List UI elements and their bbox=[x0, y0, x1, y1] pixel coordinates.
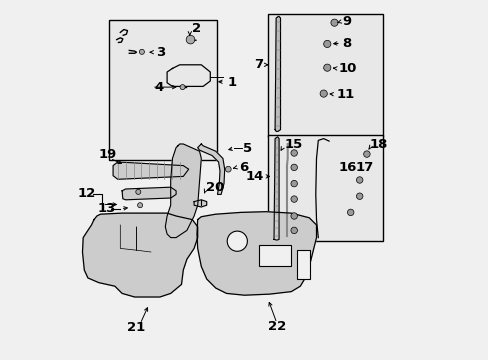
Text: 1: 1 bbox=[227, 76, 236, 89]
Circle shape bbox=[137, 203, 142, 208]
Circle shape bbox=[290, 213, 297, 219]
Polygon shape bbox=[197, 144, 224, 194]
Text: 22: 22 bbox=[267, 320, 285, 333]
Text: 11: 11 bbox=[336, 88, 354, 101]
Circle shape bbox=[363, 151, 369, 157]
Text: 16: 16 bbox=[337, 161, 356, 174]
Circle shape bbox=[290, 150, 297, 156]
Text: 21: 21 bbox=[127, 321, 145, 334]
Circle shape bbox=[139, 49, 144, 54]
Text: 10: 10 bbox=[337, 62, 356, 75]
Text: 12: 12 bbox=[77, 187, 95, 200]
Circle shape bbox=[323, 64, 330, 71]
Bar bbox=[267, 14, 382, 137]
Text: 14: 14 bbox=[245, 170, 264, 183]
Polygon shape bbox=[197, 212, 316, 295]
Circle shape bbox=[186, 35, 194, 44]
Circle shape bbox=[290, 164, 297, 171]
Polygon shape bbox=[273, 137, 279, 240]
Bar bbox=[258, 245, 291, 266]
Circle shape bbox=[136, 189, 141, 194]
Circle shape bbox=[356, 193, 362, 199]
Text: 18: 18 bbox=[369, 138, 387, 150]
Text: 2: 2 bbox=[192, 22, 201, 35]
Circle shape bbox=[323, 40, 330, 48]
Circle shape bbox=[330, 19, 337, 26]
Circle shape bbox=[225, 166, 231, 172]
Circle shape bbox=[227, 231, 247, 251]
Text: 13: 13 bbox=[98, 202, 116, 215]
Text: 7: 7 bbox=[254, 58, 263, 71]
Polygon shape bbox=[165, 144, 201, 238]
Polygon shape bbox=[113, 162, 188, 179]
Circle shape bbox=[356, 177, 362, 183]
Polygon shape bbox=[275, 16, 280, 131]
Circle shape bbox=[290, 196, 297, 202]
Text: 20: 20 bbox=[206, 181, 224, 194]
Polygon shape bbox=[122, 187, 176, 200]
Circle shape bbox=[180, 85, 185, 90]
Bar bbox=[267, 135, 382, 241]
Polygon shape bbox=[194, 200, 206, 207]
Circle shape bbox=[290, 180, 297, 187]
Text: 6: 6 bbox=[238, 161, 247, 174]
Text: 3: 3 bbox=[156, 46, 165, 59]
Circle shape bbox=[320, 90, 326, 97]
Circle shape bbox=[347, 209, 353, 216]
Text: 8: 8 bbox=[342, 37, 351, 50]
Polygon shape bbox=[82, 213, 197, 297]
Bar bbox=[109, 20, 217, 160]
Circle shape bbox=[290, 227, 297, 234]
Text: 19: 19 bbox=[99, 148, 117, 161]
Text: 15: 15 bbox=[284, 138, 302, 150]
Bar bbox=[296, 250, 310, 279]
Text: 4: 4 bbox=[154, 81, 163, 94]
Text: 17: 17 bbox=[355, 161, 373, 174]
Text: 9: 9 bbox=[342, 15, 351, 28]
Text: 5: 5 bbox=[243, 142, 252, 155]
